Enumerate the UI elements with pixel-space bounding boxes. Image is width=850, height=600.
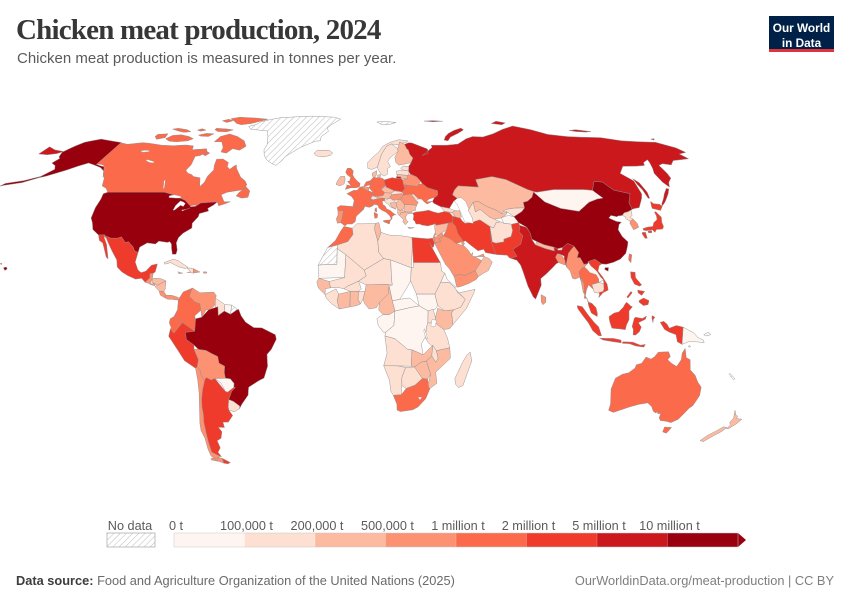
svg-text:10 million t: 10 million t [639,519,700,533]
svg-text:200,000 t: 200,000 t [291,519,344,533]
svg-text:2 million t: 2 million t [502,519,556,533]
svg-text:100,000 t: 100,000 t [220,519,273,533]
svg-text:5 million t: 5 million t [572,519,626,533]
svg-text:No data: No data [108,519,153,533]
svg-text:0 t: 0 t [169,519,184,533]
svg-text:1 million t: 1 million t [431,519,485,533]
svg-text:500,000 t: 500,000 t [361,519,414,533]
